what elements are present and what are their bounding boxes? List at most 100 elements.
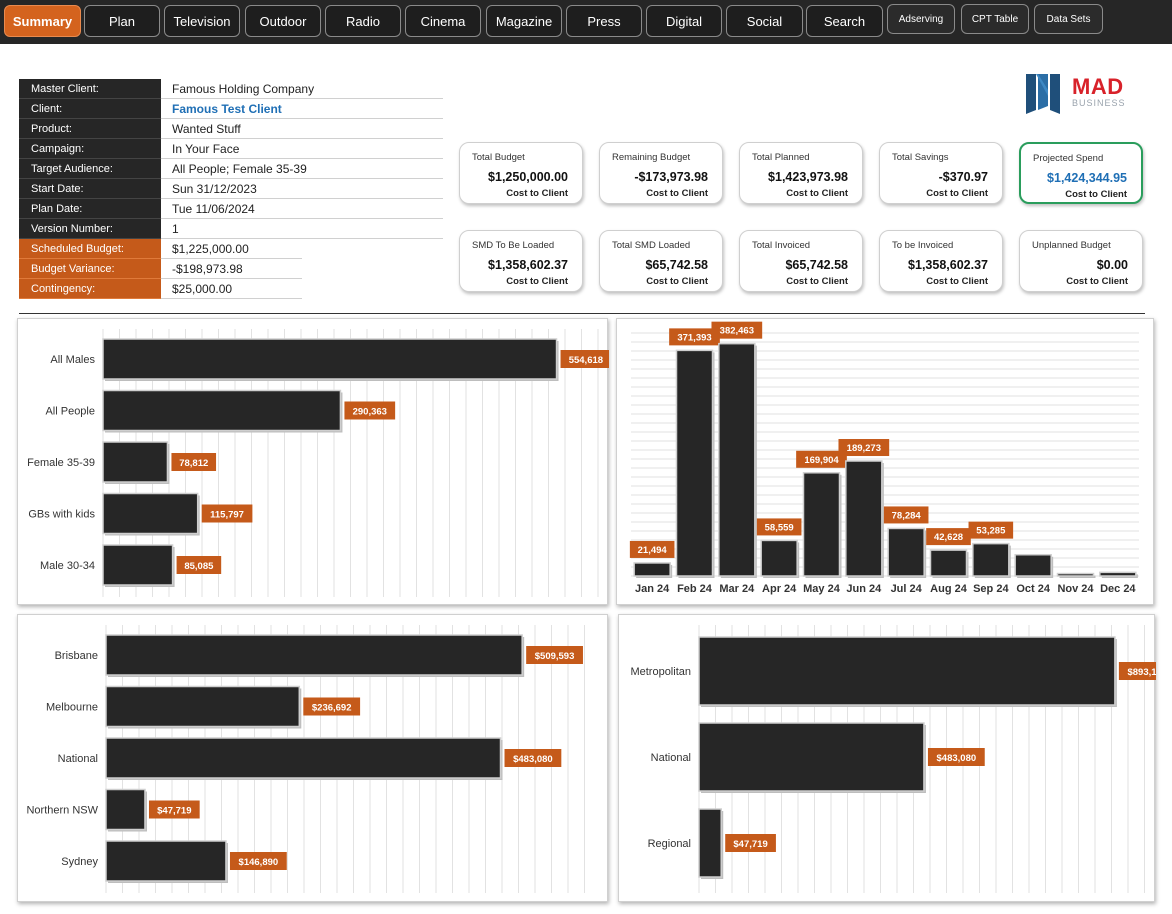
kpi-card-value: -$370.97 — [938, 170, 988, 184]
region-chart-panel: Metropolitan $893,174 National $483,080 Regi… — [618, 614, 1156, 902]
category-label: Male 30-34 — [40, 560, 95, 572]
info-value: Famous Test Client — [161, 99, 443, 119]
bar — [972, 542, 1010, 577]
kpi-card: To be Invoiced $1,358,602.37 Cost to Clien… — [879, 230, 1003, 292]
data-label: 554,618 — [569, 355, 603, 366]
info-label: Client: — [19, 99, 161, 119]
info-label: Master Client: — [19, 79, 161, 99]
data-label: 189,273 — [847, 443, 881, 454]
bar — [1099, 571, 1137, 577]
logo-mark-icon — [1026, 74, 1060, 114]
bar-shadow — [1059, 575, 1096, 578]
bar — [698, 636, 1116, 706]
info-value: $25,000.00 — [161, 279, 302, 299]
bar — [675, 349, 714, 577]
kpi-card-title: Unplanned Budget — [1032, 240, 1111, 251]
data-label: 115,797 — [210, 510, 244, 521]
tab-social[interactable]: Social — [726, 5, 803, 37]
tab-cpt-table[interactable]: CPT Table — [961, 4, 1029, 34]
bar — [102, 492, 199, 535]
bar — [1056, 572, 1095, 577]
kpi-card-value: $1,358,602.37 — [488, 258, 568, 272]
kpi-card-sub: Cost to Client — [506, 276, 568, 287]
info-label: Target Audience: — [19, 159, 161, 179]
info-row: Start Date: Sun 31/12/2023 — [19, 179, 443, 199]
data-label: $893,174 — [1127, 667, 1156, 678]
data-label: 371,393 — [677, 332, 711, 343]
kpi-card-sub: Cost to Client — [506, 188, 568, 199]
data-label-bg — [838, 439, 890, 457]
kpi-card-title: To be Invoiced — [892, 240, 954, 251]
kpi-card-value: $65,742.58 — [785, 258, 848, 272]
info-label: Start Date: — [19, 179, 161, 199]
data-label-bg — [303, 697, 361, 716]
kpi-card-title: Remaining Budget — [612, 152, 691, 163]
data-label: 42,628 — [934, 532, 963, 543]
tab-cinema[interactable]: Cinema — [405, 5, 481, 37]
bar — [105, 685, 301, 728]
tab-outdoor[interactable]: Outdoor — [245, 5, 321, 37]
kpi-card-sub: Cost to Client — [786, 276, 848, 287]
tab-radio[interactable]: Radio — [325, 5, 401, 37]
kpi-card-title: Total Planned — [752, 152, 810, 163]
tab-television[interactable]: Television — [164, 5, 240, 37]
data-label-bg — [796, 450, 847, 468]
kpi-card-sub: Cost to Client — [646, 188, 708, 199]
data-label-bg — [148, 800, 200, 819]
bar — [718, 342, 756, 577]
data-label-bg — [669, 328, 720, 346]
category-label: Metropolitan — [630, 666, 691, 678]
data-label: 382,463 — [720, 326, 754, 337]
bar — [929, 549, 968, 577]
category-label: Regional — [648, 838, 691, 850]
tab-plan[interactable]: Plan — [84, 5, 160, 37]
kpi-card-title: SMD To Be Loaded — [472, 240, 555, 251]
month-label: Aug 24 — [930, 583, 968, 595]
bar — [802, 472, 841, 577]
bar — [102, 441, 169, 483]
data-label-bg — [560, 350, 609, 368]
info-row: Contingency: $25,000.00 — [19, 279, 443, 299]
data-label-bg — [504, 749, 562, 767]
tab-search[interactable]: Search — [806, 5, 883, 37]
info-row: Master Client: Famous Holding Company — [19, 79, 443, 99]
tab-digital[interactable]: Digital — [646, 5, 722, 37]
tab-adserving[interactable]: Adserving — [887, 4, 955, 34]
category-label: National — [58, 753, 98, 765]
bar — [887, 527, 925, 577]
tab-summary[interactable]: Summary — [4, 5, 81, 37]
tab-data-sets[interactable]: Data Sets — [1034, 4, 1103, 34]
tab-press[interactable]: Press — [566, 5, 642, 37]
month-label: Oct 24 — [1016, 583, 1051, 595]
month-label: Mar 24 — [719, 583, 755, 595]
kpi-card-sub: Cost to Client — [926, 276, 988, 287]
info-value: Tue 11/06/2024 — [161, 199, 443, 219]
monthly-chart-panel: Jan 24 21,494 Feb 24 371,393 Mar 24 382,463 Ap… — [616, 318, 1154, 605]
month-label: Feb 24 — [677, 583, 713, 595]
kpi-card: Projected Spend $1,424,344.95 Cost to Clie… — [1019, 142, 1143, 204]
data-label-bg — [927, 748, 985, 766]
tab-magazine[interactable]: Magazine — [486, 5, 562, 37]
audience-chart-panel: All Males 554,618 All People 290,363 Female … — [17, 318, 609, 605]
kpi-card-title: Projected Spend — [1033, 153, 1104, 164]
audience-bar-chart: All Males 554,618 All People 290,363 Female … — [27, 329, 609, 597]
bar — [1014, 553, 1052, 577]
bar — [105, 634, 523, 676]
data-label: $47,719 — [157, 806, 191, 817]
info-label: Campaign: — [19, 139, 161, 159]
info-value: $1,225,000.00 — [161, 239, 302, 259]
data-label-bg — [201, 504, 253, 523]
month-label: Jan 24 — [635, 583, 670, 595]
kpi-card-sub: Cost to Client — [786, 188, 848, 199]
info-row: Product: Wanted Stuff — [19, 119, 443, 139]
logo-main-text: MAD — [1072, 74, 1124, 99]
data-label: 21,494 — [638, 545, 668, 556]
bar — [698, 722, 925, 792]
kpi-card-sub: Cost to Client — [1065, 189, 1127, 200]
info-value: Wanted Stuff — [161, 119, 443, 139]
kpi-card-sub: Cost to Client — [1066, 276, 1128, 287]
data-label-bg — [229, 852, 287, 870]
data-label: 169,904 — [804, 455, 839, 466]
bar — [633, 562, 671, 577]
data-label: $509,593 — [535, 651, 575, 662]
